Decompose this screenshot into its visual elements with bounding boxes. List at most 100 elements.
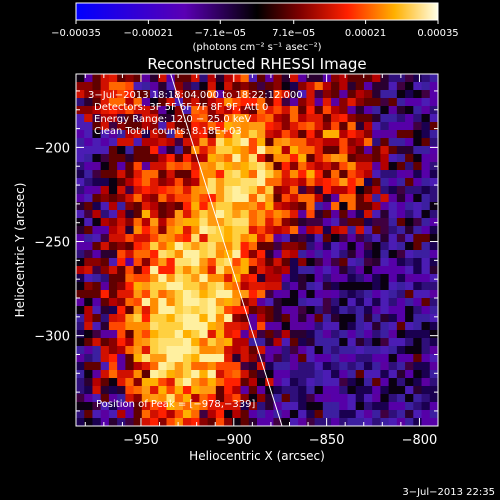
heatmap-cell <box>355 74 365 83</box>
heatmap-cell <box>207 386 217 395</box>
heatmap-cell <box>372 178 382 187</box>
heatmap-cell <box>322 306 332 315</box>
heatmap-cell <box>100 114 110 123</box>
heatmap-cell <box>84 274 94 283</box>
heatmap-cell <box>108 314 118 323</box>
heatmap-cell <box>92 346 102 355</box>
heatmap-cell <box>298 274 307 283</box>
heatmap-cell <box>405 346 414 355</box>
heatmap-cell <box>322 186 332 195</box>
heatmap-cell <box>141 194 151 203</box>
heatmap-cell <box>207 234 217 243</box>
heatmap-cell <box>273 130 283 139</box>
heatmap-cell <box>215 74 225 83</box>
heatmap-cell <box>215 242 225 251</box>
x-tick-label: −900 <box>216 433 252 448</box>
heatmap-cell <box>158 98 168 107</box>
colorbar-tick-label: 0.00021 <box>345 28 386 39</box>
heatmap-cell <box>248 146 258 155</box>
heatmap-cell <box>380 410 390 419</box>
heatmap-cell <box>141 282 151 291</box>
heatmap-cell <box>133 354 143 363</box>
heatmap-cell <box>141 106 151 115</box>
heatmap-cell <box>232 154 242 163</box>
heatmap-cell <box>133 74 143 83</box>
heatmap-cell <box>306 218 316 227</box>
heatmap-cell <box>421 298 431 307</box>
heatmap-cell <box>396 274 406 283</box>
heatmap-cell <box>339 90 349 99</box>
heatmap-cell <box>347 282 357 291</box>
heatmap-cell <box>265 138 275 147</box>
heatmap-cell <box>248 82 258 91</box>
heatmap-cell <box>76 202 85 211</box>
heatmap-cell <box>355 98 365 107</box>
heatmap-cell <box>199 106 209 115</box>
heatmap-cell <box>405 122 414 131</box>
heatmap-cell <box>240 290 250 299</box>
heatmap-cell <box>92 394 102 403</box>
heatmap-cell <box>289 274 299 283</box>
heatmap-cell <box>100 130 110 139</box>
heatmap-cell <box>265 114 275 123</box>
heatmap-cell <box>158 314 168 323</box>
heatmap-cell <box>215 106 225 115</box>
heatmap-cell <box>125 370 135 379</box>
heatmap-cell <box>380 218 390 227</box>
heatmap-cell <box>347 114 357 123</box>
heatmap-cell <box>273 74 283 83</box>
heatmap-cell <box>224 242 233 251</box>
heatmap-cell <box>306 354 316 363</box>
heatmap-cell <box>372 258 382 267</box>
heatmap-cell <box>141 410 151 419</box>
heatmap-cell <box>133 154 143 163</box>
heatmap-cell <box>372 290 382 299</box>
heatmap-cell <box>84 338 94 347</box>
heatmap-cell <box>125 250 135 259</box>
heatmap-cell <box>158 106 168 115</box>
heatmap-cell <box>84 122 94 131</box>
heatmap-cell <box>347 250 357 259</box>
heatmap-cell <box>306 74 316 83</box>
heatmap-cell <box>347 338 357 347</box>
heatmap-cell <box>347 202 357 211</box>
heatmap-cell <box>322 330 332 339</box>
footer-timestamp: 3−Jul−2013 22:35 <box>402 487 495 498</box>
heatmap-cell <box>232 194 242 203</box>
heatmap-cell <box>240 202 250 211</box>
heatmap-cell <box>100 306 110 315</box>
heatmap-cell <box>100 410 110 419</box>
heatmap-cell <box>405 314 414 323</box>
heatmap-cell <box>298 306 307 315</box>
heatmap-cell <box>380 418 390 426</box>
heatmap-cell <box>339 258 349 267</box>
heatmap-cell <box>207 210 217 219</box>
heatmap-cell <box>199 218 209 227</box>
heatmap-cell <box>224 162 233 171</box>
heatmap-cell <box>380 282 390 291</box>
heatmap-cell <box>191 138 201 147</box>
heatmap-cell <box>273 170 283 179</box>
heatmap-cell <box>76 290 85 299</box>
heatmap-cell <box>265 162 275 171</box>
heatmap-cell <box>150 170 159 179</box>
heatmap-cell <box>240 74 250 83</box>
heatmap-cell <box>396 346 406 355</box>
heatmap-cell <box>150 234 159 243</box>
heatmap-cell <box>248 114 258 123</box>
heatmap-cell <box>92 354 102 363</box>
heatmap-cell <box>306 138 316 147</box>
heatmap-cell <box>405 74 414 83</box>
heatmap-cell <box>199 410 209 419</box>
heatmap-cell <box>248 186 258 195</box>
heatmap-cell <box>314 234 324 243</box>
heatmap-cell <box>281 306 291 315</box>
heatmap-cell <box>141 146 151 155</box>
heatmap-cell <box>158 330 168 339</box>
heatmap-cell <box>215 274 225 283</box>
heatmap-cell <box>413 298 423 307</box>
heatmap-cell <box>314 290 324 299</box>
heatmap-cell <box>306 202 316 211</box>
heatmap-cell <box>355 378 365 387</box>
heatmap-cell <box>380 130 390 139</box>
